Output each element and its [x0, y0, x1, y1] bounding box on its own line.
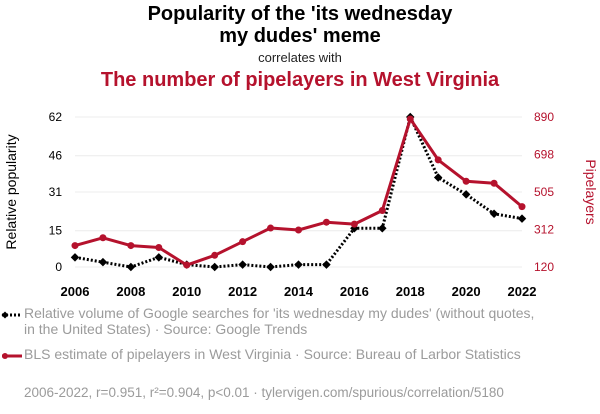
data-point-pipelayers [490, 179, 498, 187]
x-tick-label: 2008 [116, 284, 145, 299]
data-point-searches [266, 262, 275, 272]
data-point-pipelayers [127, 242, 135, 250]
data-point-searches [98, 257, 108, 267]
data-point-pipelayers [462, 177, 470, 185]
x-tick-label: 2012 [228, 284, 257, 299]
data-point-searches [517, 214, 527, 223]
data-point-pipelayers [99, 234, 107, 242]
data-point-searches [378, 224, 387, 233]
data-point-searches [489, 209, 499, 219]
x-tick-label: 2022 [508, 284, 537, 299]
data-point-pipelayers [434, 156, 442, 164]
data-point-pipelayers [239, 238, 247, 246]
data-point-searches [126, 262, 136, 272]
series-line-searches [74, 115, 523, 269]
y-right-tick-label: 505 [534, 185, 554, 199]
data-point-searches [461, 190, 471, 199]
y-left-tick-label: 31 [49, 185, 63, 199]
data-point-pipelayers [295, 226, 302, 234]
data-point-pipelayers [518, 203, 526, 211]
x-tick-label: 2014 [284, 284, 314, 299]
data-point-pipelayers [155, 244, 163, 252]
data-point-pipelayers [406, 115, 414, 123]
data-point-pipelayers [71, 242, 79, 250]
y-right-tick-label: 312 [534, 223, 554, 237]
y-right-tick-label: 698 [534, 147, 554, 161]
data-point-searches [322, 260, 331, 269]
data-point-searches [70, 253, 80, 262]
data-point-searches [433, 173, 443, 182]
legend-marker-dotted-diamond [1, 311, 22, 319]
footer-stats: 2006-2022, r=0.951, r²=0.904, p<0.01 · t… [24, 385, 504, 400]
data-point-searches [238, 260, 247, 269]
legend-label-pipelayers: BLS estimate of pipelayers in West Virgi… [24, 346, 521, 362]
data-point-searches [294, 260, 303, 269]
data-point-pipelayers [183, 261, 191, 269]
data-point-pipelayers [322, 218, 330, 226]
data-point-pipelayers [378, 207, 386, 215]
data-point-pipelayers [267, 224, 275, 232]
legend-label-searches: Relative volume of Google searches for '… [24, 305, 535, 337]
y-right-axis-label: Pipelayers [583, 159, 599, 224]
legend-marker-solid-circle [2, 353, 22, 359]
data-point-searches [154, 253, 164, 262]
y-right-tick-label: 890 [534, 110, 554, 124]
y-left-axis-label: Relative popularity [3, 134, 19, 249]
chart-subtitle: The number of pipelayers in West Virgini… [100, 69, 500, 91]
data-point-pipelayers [211, 251, 219, 259]
y-left-tick-label: 46 [49, 149, 63, 163]
correlates-with-label: correlates with [258, 50, 342, 65]
y-left-tick-label: 0 [55, 260, 62, 274]
x-tick-label: 2010 [172, 284, 201, 299]
x-tick-label: 2016 [340, 284, 369, 299]
y-left-tick-label: 62 [49, 110, 63, 124]
data-point-pipelayers [350, 220, 358, 228]
x-tick-label: 2020 [452, 284, 481, 299]
y-right-tick-label: 120 [534, 260, 554, 274]
x-tick-label: 2018 [396, 284, 425, 299]
y-left-tick-label: 15 [49, 224, 63, 238]
chart-title: Popularity of the 'its wednesday my dudes… [147, 3, 453, 47]
x-tick-label: 2006 [61, 284, 90, 299]
data-point-searches [210, 262, 219, 272]
